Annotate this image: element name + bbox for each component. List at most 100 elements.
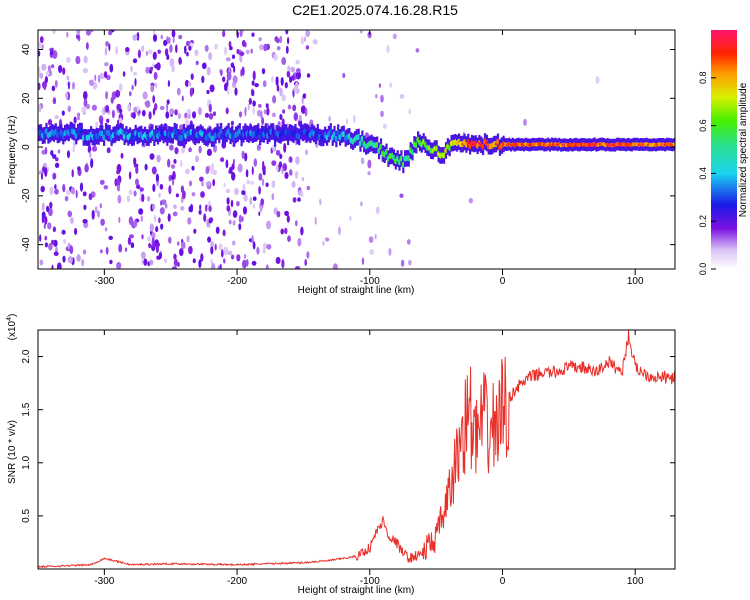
noise-speck [301, 177, 305, 182]
noise-speck [169, 44, 173, 53]
noise-speck [91, 145, 98, 152]
noise-speck [262, 80, 267, 88]
noise-speck [134, 78, 137, 87]
noise-speck [52, 30, 56, 35]
x-tick-label: -200 [227, 576, 247, 587]
noise-speck [175, 44, 178, 53]
noise-speck [40, 36, 44, 44]
noise-speck [275, 256, 281, 265]
noise-speck [116, 184, 121, 192]
noise-streak [189, 87, 193, 97]
noise-speck [195, 60, 199, 66]
colorbar: 0.0 0.2 0.4 0.6 0.8 Normalized spectral ampl… [698, 30, 749, 275]
noise-speck [204, 44, 209, 52]
noise-speck [106, 147, 111, 154]
noise-speck [225, 188, 231, 194]
noise-speck [287, 36, 290, 45]
noise-speck [276, 46, 281, 51]
noise-speck [250, 180, 255, 185]
colorbar-tick-label: 0.2 [698, 215, 708, 228]
noise-speck [158, 217, 161, 224]
noise-speck [251, 32, 255, 37]
noise-speck [253, 158, 258, 167]
noise-speck [305, 30, 311, 37]
noise-speck [261, 178, 265, 187]
noise-speck [271, 160, 277, 167]
noise-speck [129, 234, 134, 239]
noise-speck [168, 236, 172, 244]
noise-speck [266, 244, 272, 250]
noise-speck [55, 157, 59, 162]
noise-streak [104, 71, 108, 79]
noise-speck [52, 50, 58, 59]
noise-speck [236, 201, 240, 207]
noise-speck [206, 148, 212, 156]
noise-speck [374, 233, 377, 240]
noise-speck [205, 181, 211, 186]
noise-streak [141, 193, 145, 203]
noise-speck [319, 198, 322, 206]
noise-speck [115, 89, 121, 98]
noise-speck [173, 253, 177, 260]
noise-speck [163, 258, 168, 264]
noise-speck [152, 34, 158, 42]
noise-streak [158, 252, 162, 260]
noise-speck [406, 239, 411, 245]
noise-speck [238, 223, 242, 231]
noise-speck [211, 262, 216, 269]
noise-speck [242, 183, 246, 191]
y-tick-label: 0 [21, 144, 32, 150]
noise-speck [231, 171, 236, 181]
noise-streak [279, 114, 283, 120]
colorbar-label: Normalized spectral amplitude [738, 82, 749, 217]
noise-speck [91, 104, 97, 111]
noise-speck [284, 227, 288, 235]
noise-speck [148, 242, 152, 249]
snr-panel: -300 -200 -100 0 100 0.5 1.0 1.5 2.0 Height of s… [6, 314, 676, 596]
noise-speck [44, 146, 48, 155]
noise-speck [205, 166, 210, 174]
noise-speck [75, 55, 81, 65]
y-tick-label: 2.0 [21, 349, 32, 363]
noise-speck [279, 35, 283, 44]
noise-speck [220, 157, 225, 163]
noise-speck [389, 82, 393, 88]
noise-speck [239, 54, 243, 63]
noise-speck [271, 76, 274, 83]
noise-speck [238, 214, 243, 223]
noise-streak [222, 76, 226, 83]
noise-speck [54, 80, 58, 88]
noise-speck [130, 242, 135, 249]
noise-speck [132, 71, 138, 76]
noise-speck [297, 237, 302, 247]
noise-speck [266, 220, 271, 230]
noise-speck [222, 30, 226, 38]
noise-speck [84, 164, 89, 173]
noise-speck [171, 30, 176, 38]
noise-speck [241, 216, 244, 222]
noise-speck [157, 49, 161, 54]
x-tick-label: -100 [360, 576, 380, 587]
noise-streak [90, 158, 94, 169]
noise-speck [130, 65, 133, 72]
noise-speck [236, 254, 241, 262]
noise-streak [62, 255, 66, 263]
noise-streak [191, 165, 195, 171]
noise-speck [239, 51, 245, 57]
noise-speck [276, 164, 279, 173]
noise-streak [284, 82, 288, 89]
noise-speck [208, 52, 213, 61]
noise-streak [44, 216, 48, 225]
noise-speck [186, 235, 190, 243]
noise-speck [242, 259, 247, 269]
noise-speck [188, 147, 192, 153]
noise-speck [76, 30, 81, 36]
noise-speck [321, 240, 325, 246]
noise-speck [203, 213, 207, 222]
spectrogram-y-label: Frequency (Hz) [7, 116, 18, 185]
noise-speck [141, 45, 145, 52]
noise-speck [245, 169, 249, 178]
noise-speck [184, 112, 188, 119]
noise-speck [367, 171, 371, 176]
